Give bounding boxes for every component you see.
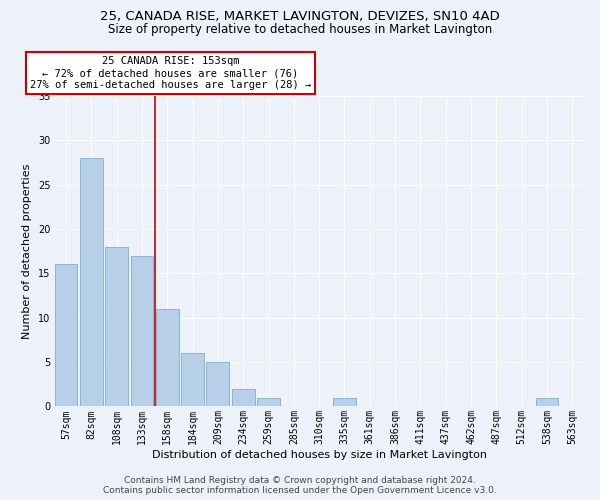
Bar xyxy=(156,309,179,406)
Bar xyxy=(181,353,204,406)
Bar xyxy=(333,398,356,406)
Bar xyxy=(536,398,559,406)
Bar xyxy=(80,158,103,406)
Y-axis label: Number of detached properties: Number of detached properties xyxy=(22,164,32,339)
Text: 25, CANADA RISE, MARKET LAVINGTON, DEVIZES, SN10 4AD: 25, CANADA RISE, MARKET LAVINGTON, DEVIZ… xyxy=(100,10,500,23)
X-axis label: Distribution of detached houses by size in Market Lavington: Distribution of detached houses by size … xyxy=(152,450,487,460)
Bar xyxy=(105,246,128,406)
Bar xyxy=(232,388,254,406)
Text: Size of property relative to detached houses in Market Lavington: Size of property relative to detached ho… xyxy=(108,22,492,36)
Bar xyxy=(257,398,280,406)
Bar xyxy=(206,362,229,406)
Bar xyxy=(131,256,154,406)
Text: Contains HM Land Registry data © Crown copyright and database right 2024.
Contai: Contains HM Land Registry data © Crown c… xyxy=(103,476,497,495)
Bar xyxy=(55,264,77,406)
Text: 25 CANADA RISE: 153sqm
← 72% of detached houses are smaller (76)
27% of semi-det: 25 CANADA RISE: 153sqm ← 72% of detached… xyxy=(29,56,311,90)
